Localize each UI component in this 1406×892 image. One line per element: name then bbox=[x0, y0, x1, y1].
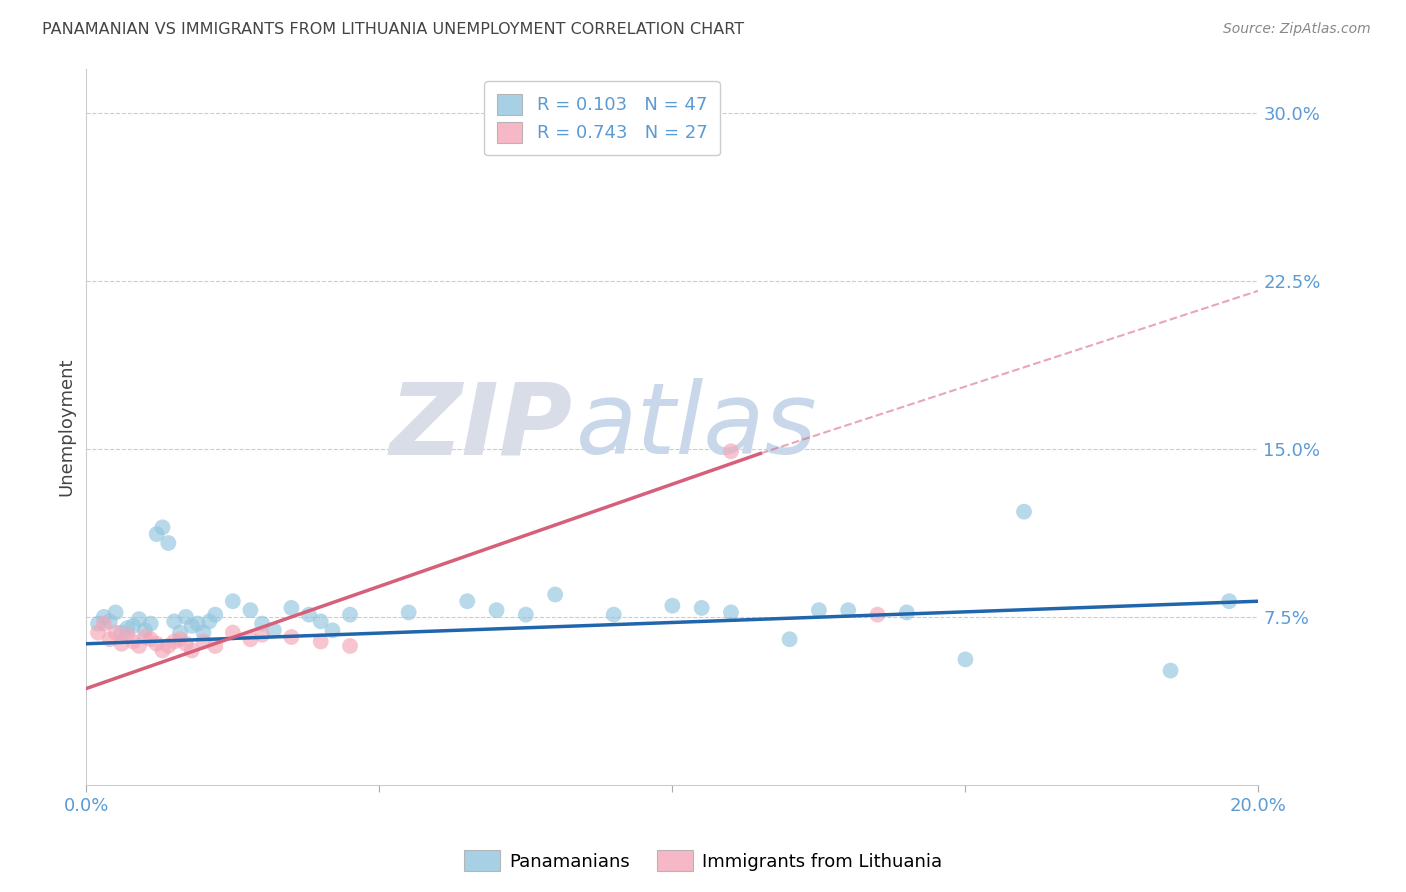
Panamanians bbox=[122, 619, 145, 633]
Immigrants from Lithuania bbox=[250, 628, 273, 642]
Immigrants from Lithuania bbox=[339, 639, 361, 653]
Panamanians bbox=[485, 603, 508, 617]
Panamanians bbox=[152, 520, 174, 534]
Immigrants from Lithuania bbox=[145, 637, 167, 651]
Panamanians bbox=[720, 606, 742, 620]
Panamanians bbox=[98, 615, 121, 629]
Immigrants from Lithuania bbox=[866, 607, 889, 622]
Panamanians bbox=[339, 607, 361, 622]
Panamanians bbox=[87, 616, 110, 631]
Immigrants from Lithuania bbox=[180, 643, 202, 657]
Panamanians bbox=[544, 587, 567, 601]
Panamanians bbox=[134, 624, 156, 638]
Panamanians bbox=[169, 625, 191, 640]
Panamanians bbox=[1218, 594, 1240, 608]
Immigrants from Lithuania bbox=[280, 630, 302, 644]
Panamanians bbox=[779, 632, 801, 647]
Panamanians bbox=[145, 527, 167, 541]
Legend: R = 0.103   N = 47, R = 0.743   N = 27: R = 0.103 N = 47, R = 0.743 N = 27 bbox=[484, 81, 720, 155]
Panamanians bbox=[204, 607, 226, 622]
Immigrants from Lithuania bbox=[117, 628, 139, 642]
Immigrants from Lithuania bbox=[152, 643, 174, 657]
Immigrants from Lithuania bbox=[193, 634, 215, 648]
Immigrants from Lithuania bbox=[163, 634, 186, 648]
Immigrants from Lithuania bbox=[93, 616, 115, 631]
Panamanians bbox=[222, 594, 245, 608]
Immigrants from Lithuania bbox=[139, 632, 162, 647]
Immigrants from Lithuania bbox=[204, 639, 226, 653]
Text: atlas: atlas bbox=[576, 378, 818, 475]
Immigrants from Lithuania bbox=[98, 632, 121, 647]
Immigrants from Lithuania bbox=[110, 637, 132, 651]
Panamanians bbox=[515, 607, 537, 622]
Panamanians bbox=[955, 652, 977, 666]
Text: Source: ZipAtlas.com: Source: ZipAtlas.com bbox=[1223, 22, 1371, 37]
Immigrants from Lithuania bbox=[309, 634, 332, 648]
Panamanians bbox=[163, 615, 186, 629]
Panamanians bbox=[93, 610, 115, 624]
Panamanians bbox=[807, 603, 830, 617]
Immigrants from Lithuania bbox=[87, 625, 110, 640]
Immigrants from Lithuania bbox=[222, 625, 245, 640]
Panamanians bbox=[1160, 664, 1182, 678]
Panamanians bbox=[896, 606, 918, 620]
Panamanians bbox=[139, 616, 162, 631]
Panamanians bbox=[250, 616, 273, 631]
Panamanians bbox=[157, 536, 180, 550]
Text: ZIP: ZIP bbox=[389, 378, 572, 475]
Immigrants from Lithuania bbox=[720, 444, 742, 458]
Y-axis label: Unemployment: Unemployment bbox=[58, 358, 75, 496]
Panamanians bbox=[321, 624, 343, 638]
Text: PANAMANIAN VS IMMIGRANTS FROM LITHUANIA UNEMPLOYMENT CORRELATION CHART: PANAMANIAN VS IMMIGRANTS FROM LITHUANIA … bbox=[42, 22, 744, 37]
Panamanians bbox=[128, 612, 150, 626]
Panamanians bbox=[174, 610, 197, 624]
Panamanians bbox=[104, 606, 127, 620]
Panamanians bbox=[187, 616, 209, 631]
Panamanians bbox=[263, 624, 285, 638]
Panamanians bbox=[280, 601, 302, 615]
Panamanians bbox=[180, 619, 202, 633]
Panamanians bbox=[298, 607, 321, 622]
Panamanians bbox=[661, 599, 683, 613]
Panamanians bbox=[603, 607, 626, 622]
Immigrants from Lithuania bbox=[239, 632, 262, 647]
Legend: Panamanians, Immigrants from Lithuania: Panamanians, Immigrants from Lithuania bbox=[457, 843, 949, 879]
Panamanians bbox=[239, 603, 262, 617]
Panamanians bbox=[837, 603, 859, 617]
Panamanians bbox=[193, 625, 215, 640]
Immigrants from Lithuania bbox=[122, 634, 145, 648]
Immigrants from Lithuania bbox=[157, 639, 180, 653]
Panamanians bbox=[198, 615, 221, 629]
Panamanians bbox=[398, 606, 420, 620]
Immigrants from Lithuania bbox=[134, 630, 156, 644]
Panamanians bbox=[309, 615, 332, 629]
Panamanians bbox=[110, 625, 132, 640]
Panamanians bbox=[456, 594, 478, 608]
Panamanians bbox=[117, 621, 139, 635]
Panamanians bbox=[690, 601, 713, 615]
Panamanians bbox=[1012, 505, 1035, 519]
Immigrants from Lithuania bbox=[169, 632, 191, 647]
Immigrants from Lithuania bbox=[174, 637, 197, 651]
Immigrants from Lithuania bbox=[104, 625, 127, 640]
Immigrants from Lithuania bbox=[128, 639, 150, 653]
